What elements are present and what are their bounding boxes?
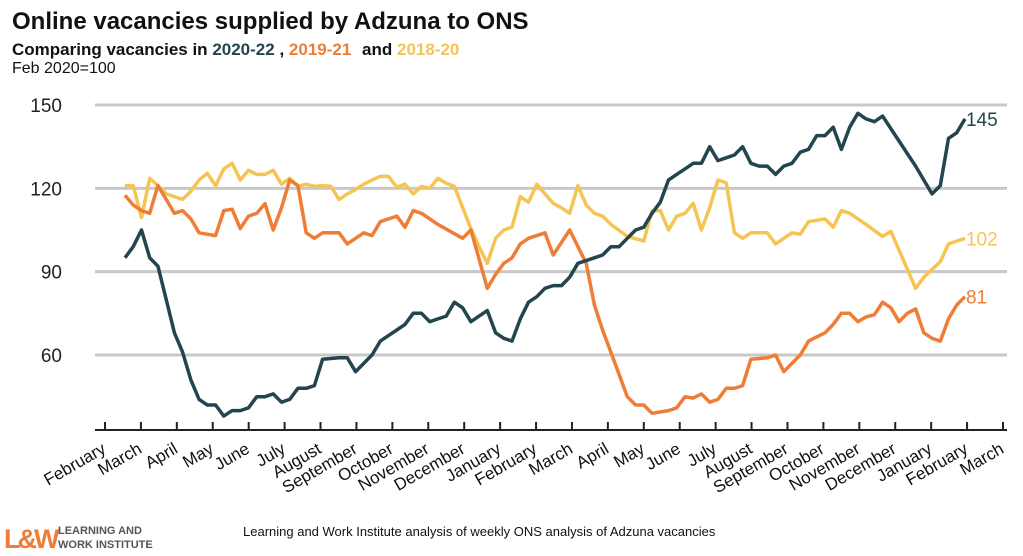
subtitle-series-2020-22: 2020-22 (212, 40, 274, 59)
subtitle-and: and (362, 40, 392, 59)
logo-mark: L&W (4, 524, 60, 554)
x-tick-label: May (179, 439, 217, 472)
y-tick-label: 120 (30, 179, 62, 200)
end-label-2018-20: 102 (966, 229, 998, 250)
y-tick-label: 150 (30, 96, 62, 117)
chart-title: Online vacancies supplied by Adzuna to O… (12, 8, 529, 35)
x-tick-label: June (642, 439, 683, 474)
x-tick-label: April (573, 439, 612, 472)
subtitle-prefix: Comparing vacancies in (12, 40, 208, 59)
y-axis-label: Feb 2020=100 (12, 60, 116, 77)
chart-subtitle: Comparing vacancies in 2020-22 , 2019-21… (12, 40, 459, 59)
series-line-2020-22 (123, 111, 967, 418)
y-tick-label: 60 (41, 346, 62, 367)
subtitle-series-2018-20: 2018-20 (397, 40, 459, 59)
end-label-2019-21: 81 (966, 288, 987, 309)
source-note: Learning and Work Institute analysis of … (243, 524, 716, 539)
subtitle-comma: , (279, 40, 284, 59)
end-label-2020-22: 145 (966, 110, 998, 131)
y-tick-label: 90 (41, 263, 62, 284)
series-line-2019-21 (123, 178, 967, 416)
series-line-2018-20 (125, 161, 966, 291)
logo-line2: WORK INSTITUTE (58, 539, 153, 551)
subtitle-series-2019-21: 2019-21 (289, 40, 351, 59)
x-tick-label: June (211, 439, 252, 474)
logo: L&W LEARNING AND WORK INSTITUTE (4, 524, 153, 554)
x-tick-label: May (610, 439, 648, 472)
logo-line1: LEARNING AND (58, 525, 142, 537)
x-tick-label: April (142, 439, 181, 472)
